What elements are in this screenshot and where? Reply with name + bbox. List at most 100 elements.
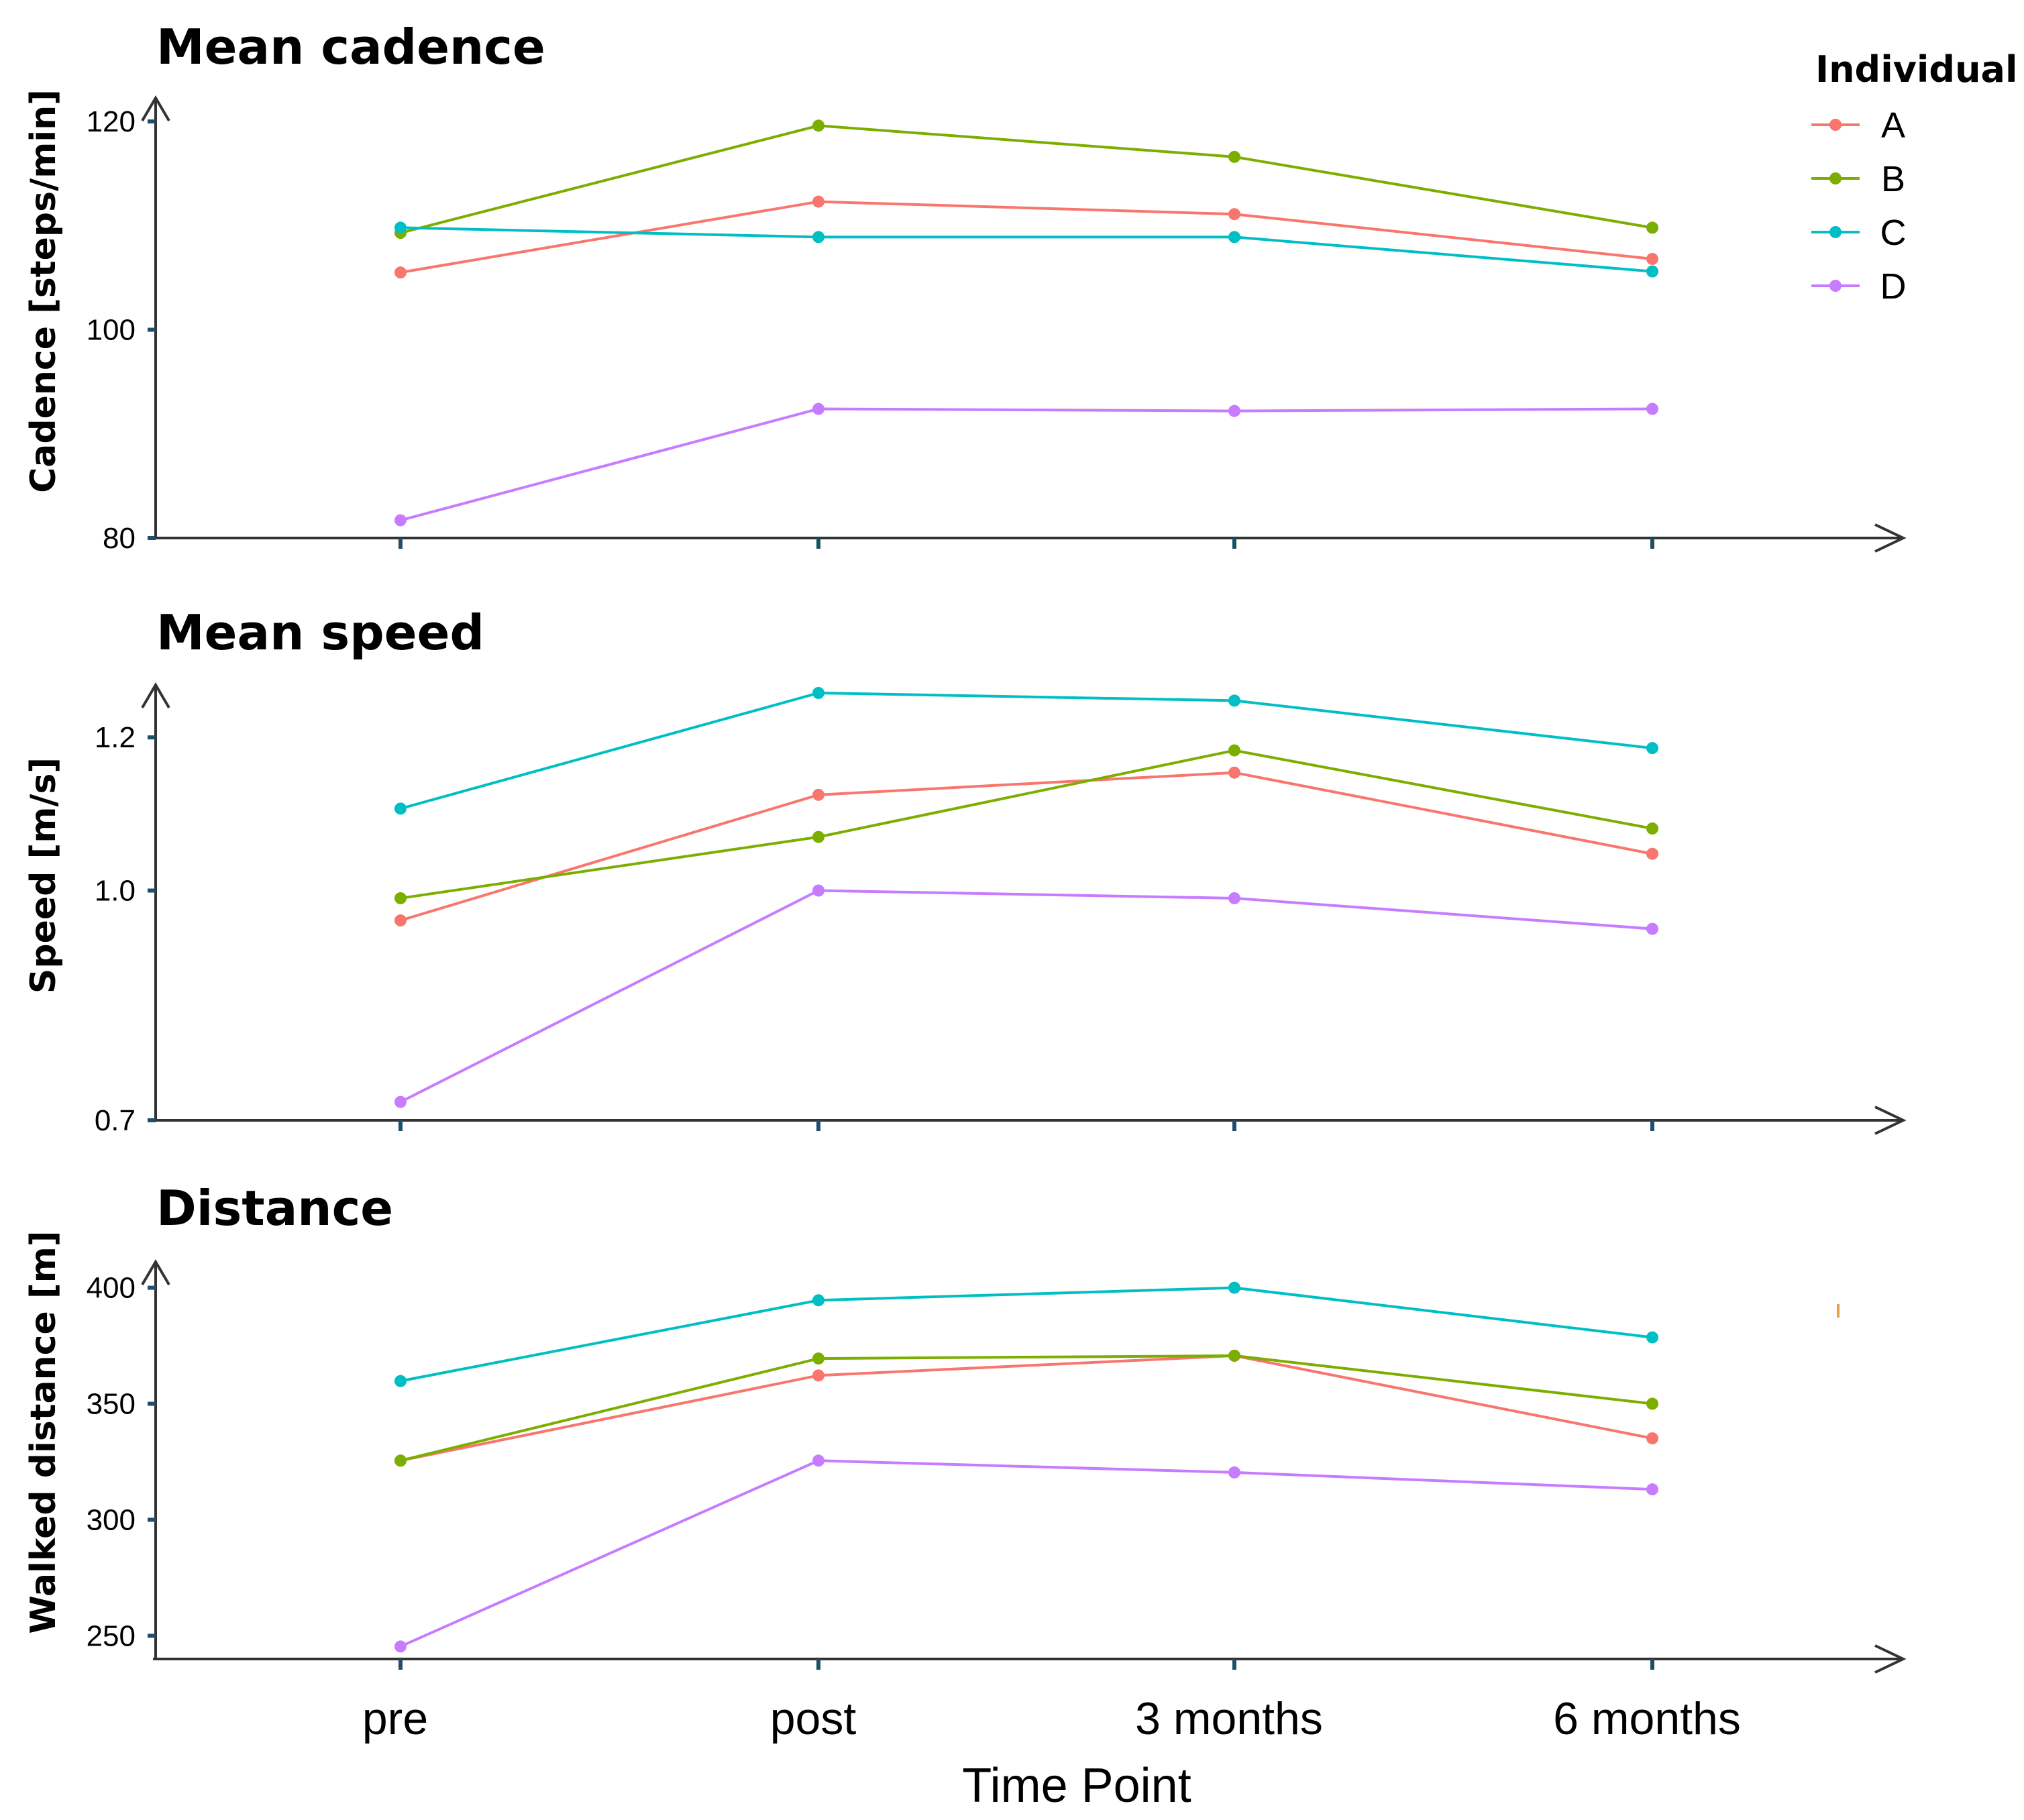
data-point-D	[1646, 922, 1658, 935]
series-line-D	[400, 407, 1653, 522]
series-line-B	[400, 1354, 1653, 1462]
data-point-A	[812, 195, 824, 208]
x-axis-title: Time Point	[962, 1759, 1191, 1813]
legend-label: B	[1881, 159, 1905, 199]
y-axis-title: Cadence [steps/min]	[23, 89, 64, 493]
data-point-D	[812, 884, 824, 897]
data-point-B	[1646, 1397, 1658, 1410]
y-axis-arrow	[141, 95, 170, 122]
data-point-A	[1646, 252, 1658, 265]
series-A	[394, 1349, 1658, 1467]
data-point-C	[1228, 231, 1240, 244]
data-point-C	[812, 686, 824, 699]
y-tick-label: 300	[87, 1503, 136, 1536]
data-point-B	[1646, 221, 1658, 234]
panel-title: Mean speed	[156, 604, 484, 661]
data-point-C	[394, 802, 407, 815]
data-point-C	[1646, 265, 1658, 278]
x-axis-arrow	[1874, 1106, 1907, 1135]
legend-item-A: A	[1811, 105, 1905, 146]
y-tick-label: 0.7	[95, 1104, 136, 1137]
data-point-B	[394, 1454, 407, 1467]
y-tick-label: 1.0	[95, 875, 136, 908]
panel-3: Distance Walked distance [m] 250 300 350 400 p…	[23, 1180, 1907, 1744]
legend-title: Individual	[1815, 48, 2017, 91]
data-point-B	[1228, 744, 1240, 757]
series-line-D	[400, 1459, 1653, 1648]
data-point-A	[394, 266, 407, 279]
series-line-A	[400, 200, 1653, 274]
data-point-D	[1228, 1466, 1240, 1479]
data-point-A	[394, 914, 407, 927]
data-point-A	[1228, 208, 1240, 221]
data-point-B	[1228, 150, 1240, 163]
x-axis-arrow	[1874, 523, 1907, 553]
x-axis-arrow	[1874, 1644, 1907, 1674]
data-point-B	[1228, 1349, 1240, 1362]
legend-item-B: B	[1811, 159, 1905, 199]
legend-item-D: D	[1811, 266, 1907, 307]
data-point-B	[1646, 822, 1658, 835]
data-point-D	[1228, 405, 1240, 417]
series-D	[394, 884, 1658, 1108]
y-tick-label: 80	[103, 522, 136, 555]
data-point-B	[812, 831, 824, 843]
series-line-D	[400, 889, 1653, 1104]
legend-swatch-point	[1829, 226, 1842, 238]
data-point-D	[394, 1095, 407, 1108]
y-axis-title: Walked distance [m]	[23, 1230, 64, 1634]
x-tick-label: 3 months	[1135, 1693, 1323, 1744]
series-C	[394, 221, 1658, 278]
x-tick-label: 6 months	[1553, 1693, 1741, 1744]
series-C	[394, 686, 1658, 815]
series-line-B	[400, 749, 1653, 900]
legend-swatch-point	[1829, 280, 1842, 292]
legend-swatch-point	[1829, 119, 1842, 131]
data-point-D	[812, 1454, 824, 1467]
y-tick-label: 100	[87, 314, 136, 347]
data-point-A	[812, 1369, 824, 1382]
y-tick-label: 1.2	[95, 721, 136, 754]
data-point-C	[394, 221, 407, 234]
data-point-B	[812, 1352, 824, 1365]
series-A	[394, 195, 1658, 279]
data-point-D	[394, 514, 407, 527]
y-tick-label: 350	[87, 1388, 136, 1421]
series-B	[394, 119, 1658, 239]
data-point-A	[1228, 766, 1240, 779]
panel-2: Mean speed Speed [m/s] 0.7 1.0 1.2	[23, 604, 1907, 1137]
panel-title: Distance	[156, 1180, 393, 1236]
legend-label: D	[1880, 266, 1907, 307]
panel-title: Mean cadence	[156, 19, 545, 75]
panel-1: Mean cadence Cadence [steps/min] 80 100 120	[23, 19, 1907, 555]
data-point-C	[394, 1375, 407, 1387]
data-point-C	[1228, 1281, 1240, 1294]
series-line-A	[400, 1354, 1653, 1462]
data-point-C	[1646, 1331, 1658, 1344]
data-point-C	[812, 1294, 824, 1307]
legend-swatch-point	[1829, 172, 1842, 184]
data-point-D	[1228, 892, 1240, 904]
data-point-A	[1646, 847, 1658, 860]
data-point-D	[1646, 403, 1658, 415]
data-point-D	[394, 1640, 407, 1653]
x-tick-label: post	[770, 1693, 857, 1744]
data-point-A	[812, 788, 824, 801]
series-line-C	[400, 691, 1653, 810]
x-tick-label: pre	[362, 1693, 428, 1744]
series-C	[394, 1281, 1658, 1387]
series-D	[394, 1454, 1658, 1653]
data-point-B	[812, 119, 824, 132]
series-line-B	[400, 124, 1653, 235]
y-axis-arrow	[141, 682, 170, 709]
data-point-A	[1646, 1432, 1658, 1445]
y-axis-title: Speed [m/s]	[23, 757, 64, 994]
data-point-C	[812, 231, 824, 244]
series-A	[394, 766, 1658, 927]
data-point-B	[394, 892, 407, 904]
series-line-C	[400, 1286, 1653, 1383]
data-point-C	[1646, 742, 1658, 755]
